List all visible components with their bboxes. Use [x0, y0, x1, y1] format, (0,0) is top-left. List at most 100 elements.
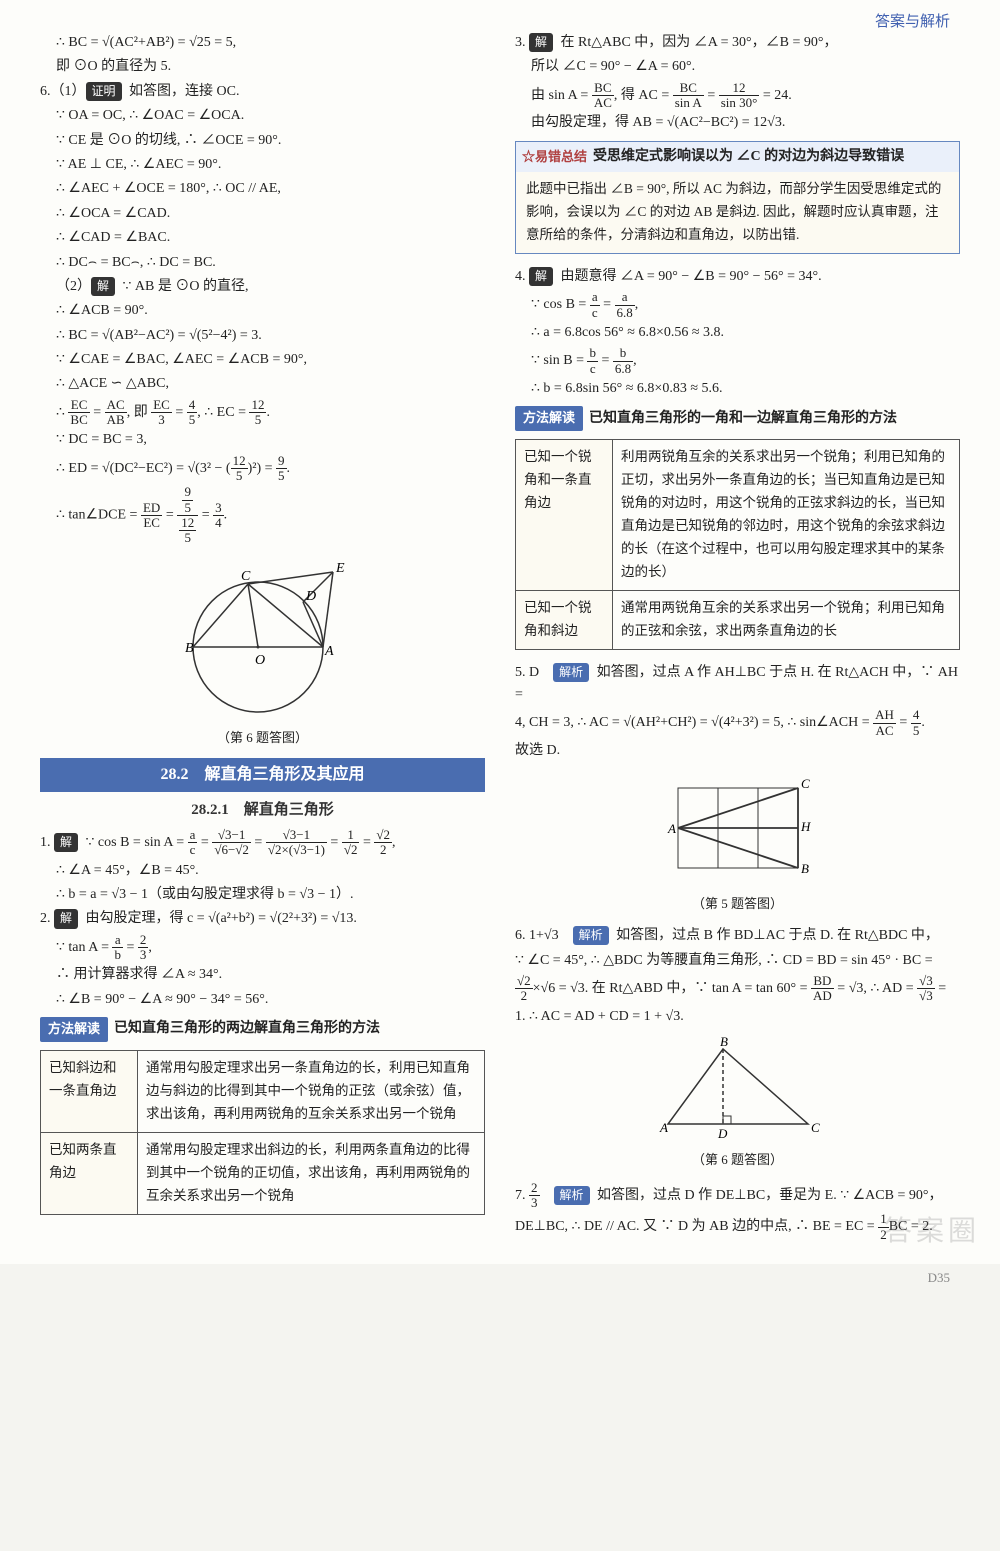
analysis-label: 解析	[573, 926, 609, 945]
proof-label: 证明	[86, 82, 122, 101]
table-row: 已知一个锐角和一条直角边 利用两锐角互余的关系求出另一个锐角；利用已知角的正切，…	[516, 440, 960, 591]
text: ∴ ∠B = 90° − ∠A ≈ 90° − 34° = 56°.	[40, 989, 485, 1011]
table-cell: 通常用勾股定理求出斜边的长，利用两条直角边的比得到其中一个锐角的正切值，求出该角…	[138, 1132, 485, 1214]
fig6-caption: （第 6 题答图）	[40, 728, 485, 749]
solve-label: 解	[54, 909, 78, 928]
analysis-label: 解析	[554, 1186, 590, 1205]
watermark: 答案圈	[884, 1209, 980, 1254]
table-row: 已知两条直角边 通常用勾股定理求出斜边的长，利用两条直角边的比得到其中一个锐角的…	[41, 1132, 485, 1214]
text: ∵ sin B = bc = b6.8,	[515, 346, 960, 376]
method-badge: 方法解读	[515, 406, 583, 431]
text: ∴ ∠CAD = ∠BAC.	[40, 227, 485, 249]
text: ∴ ∠OCA = ∠CAD.	[40, 203, 485, 225]
svg-text:D: D	[305, 589, 316, 604]
text: ∴ ∠A = 45°，∠B = 45°.	[40, 860, 485, 882]
text: ∴ ECBC = ACAB, 即 EC3 = 45, ∴ EC = 125.	[40, 398, 485, 428]
problem-4: 4. 解 由题意得 ∠A = 90° − ∠B = 90° − 56° = 34…	[515, 266, 960, 288]
text: √22×√6 = √3. 在 Rt△ABD 中，∵ tan A = tan 60…	[515, 974, 960, 1004]
section-title: 28.2 解直角三角形及其应用	[40, 758, 485, 792]
text: 4, CH = 3, ∴ AC = √(AH²+CH²) = √(4²+3²) …	[515, 708, 960, 738]
method-table-1: 已知斜边和一条直角边 通常用勾股定理求出另一条直角边的长，利用已知直角边与斜边的…	[40, 1050, 485, 1215]
svg-text:B: B	[185, 641, 194, 656]
text: 由 sin A = BCAC, 得 AC = BCsin A = 12sin 3…	[515, 81, 960, 111]
text: ∵ ∠C = 45°, ∴ △BDC 为等腰直角三角形, ∴ CD = BD =…	[515, 950, 960, 972]
table-row: 已知斜边和一条直角边 通常用勾股定理求出另一条直角边的长，利用已知直角边与斜边的…	[41, 1050, 485, 1132]
method-badge: 方法解读	[40, 1017, 108, 1042]
table-head: 已知一个锐角和斜边	[516, 590, 613, 649]
text: ∴ BC = √(AC²+AB²) = √25 = 5,	[40, 32, 485, 54]
table-row: 已知一个锐角和斜边 通常用两锐角互余的关系求出另一个锐角；利用已知角的正弦和余弦…	[516, 590, 960, 649]
text: 故选 D.	[515, 740, 960, 762]
breadcrumb: 答案与解析	[875, 10, 950, 34]
text: 即 ⊙O 的直径为 5.	[40, 56, 485, 78]
error-title: 受思维定式影响误以为 ∠C 的对边为斜边导致错误	[593, 146, 904, 168]
svg-text:B: B	[801, 861, 809, 876]
method-title: 已知直角三角形的一角和一边解直角三角形的方法	[589, 408, 897, 430]
table-head: 已知斜边和一条直角边	[41, 1050, 138, 1132]
q6-part1: 6.（1）证明 如答图，连接 OC.	[40, 81, 485, 103]
text: 所以 ∠C = 90° − ∠A = 60°.	[515, 56, 960, 78]
svg-text:D: D	[717, 1126, 728, 1141]
svg-text:O: O	[255, 653, 265, 668]
error-badge: ☆易错总结	[522, 147, 587, 168]
text: （2）	[56, 279, 91, 294]
text: ∵ ∠CAE = ∠BAC, ∠AEC = ∠ACB = 90°,	[40, 349, 485, 371]
method-title: 已知直角三角形的两边解直角三角形的方法	[114, 1018, 380, 1040]
solve-label: 解	[529, 267, 553, 286]
text: 如答图，连接 OC.	[129, 84, 239, 99]
problem-6: 6. 1+√3 解析 如答图，过点 B 作 BD⊥AC 于点 D. 在 Rt△B…	[515, 925, 960, 947]
svg-text:E: E	[335, 561, 345, 576]
text: ∵ OA = OC, ∴ ∠OAC = ∠OCA.	[40, 105, 485, 127]
svg-text:A: A	[667, 821, 676, 836]
table-head: 已知一个锐角和一条直角边	[516, 440, 613, 591]
method-table-2: 已知一个锐角和一条直角边 利用两锐角互余的关系求出另一个锐角；利用已知角的正切，…	[515, 439, 960, 650]
text: ∵ AB 是 ⊙O 的直径,	[123, 279, 249, 294]
text: ∴ b = a = √3 − 1（或由勾股定理求得 b = √3 − 1）.	[40, 884, 485, 906]
page-number: D35	[0, 1264, 1000, 1299]
text: ∵ AE ⊥ CE, ∴ ∠AEC = 90°.	[40, 154, 485, 176]
text: ∴ △ACE ∽ △ABC,	[40, 373, 485, 395]
figure-6-circle-diagram: B A O C D E	[163, 552, 363, 722]
svg-text:A: A	[659, 1120, 668, 1135]
text: ∴ ED = √(DC²−EC²) = √(3² − (125)²) = 95.	[40, 454, 485, 484]
svg-text:B: B	[720, 1034, 728, 1049]
table-cell: 通常用两锐角互余的关系求出另一个锐角；利用已知角的正弦和余弦，求出两条直角边的长	[613, 590, 960, 649]
text: ∴ ∠AEC + ∠OCE = 180°, ∴ OC // AE,	[40, 178, 485, 200]
figure-5-grid-diagram: A B C H	[658, 768, 818, 888]
svg-text:C: C	[811, 1120, 820, 1135]
method-header: 方法解读 已知直角三角形的两边解直角三角形的方法	[40, 1013, 485, 1046]
text: ∴ b = 6.8sin 56° ≈ 6.8×0.83 ≈ 5.6.	[515, 378, 960, 400]
text: ∴ a = 6.8cos 56° ≈ 6.8×0.56 ≈ 3.8.	[515, 322, 960, 344]
fig5-caption: （第 5 题答图）	[515, 894, 960, 915]
text: ∵ tan A = ab = 23,	[40, 933, 485, 963]
svg-text:C: C	[241, 569, 251, 584]
text: 1. ∴ AC = AD + CD = 1 + √3.	[515, 1006, 960, 1028]
text: ∴ BC = √(AB²−AC²) = √(5²−4²) = 3.	[40, 325, 485, 347]
right-column: 3. 解 在 Rt△ABC 中，因为 ∠A = 30°，∠B = 90°， 所以…	[515, 30, 960, 1244]
solve-label: 解	[529, 33, 553, 52]
text: ∴ DC⌢ = BC⌢, ∴ DC = BC.	[40, 252, 485, 274]
table-cell: 利用两锐角互余的关系求出另一个锐角；利用已知角的正切，求出另外一条直角边的长；当…	[613, 440, 960, 591]
text: ∵ DC = BC = 3,	[40, 429, 485, 451]
analysis-label: 解析	[553, 663, 589, 682]
problem-3: 3. 解 在 Rt△ABC 中，因为 ∠A = 30°，∠B = 90°，	[515, 32, 960, 54]
text: ∵ cos B = ac = a6.8,	[515, 290, 960, 320]
solve-label: 解	[91, 277, 115, 296]
figure-6-triangle-diagram: A C B D	[648, 1034, 828, 1144]
text: ∴ tan∠DCE = EDEC = 95125 = 34.	[40, 485, 485, 545]
text: ∵ CE 是 ⊙O 的切线, ∴ ∠OCE = 90°.	[40, 130, 485, 152]
table-cell: 通常用勾股定理求出另一条直角边的长，利用已知直角边与斜边的比得到其中一个锐角的正…	[138, 1050, 485, 1132]
subsection-title: 28.2.1 解直角三角形	[40, 798, 485, 822]
svg-text:H: H	[800, 819, 811, 834]
q6-part2: （2）解 ∵ AB 是 ⊙O 的直径,	[40, 276, 485, 298]
problem-1: 1. 解 ∵ cos B = sin A = ac = √3−1√6−√2 = …	[40, 828, 485, 858]
error-body: 此题中已指出 ∠B = 90°, 所以 AC 为斜边，而部分学生因受思维定式的影…	[516, 172, 959, 253]
problem-5: 5. D 解析 如答图，过点 A 作 AH⊥BC 于点 H. 在 Rt△ACH …	[515, 662, 960, 707]
error-summary: ☆易错总结 受思维定式影响误以为 ∠C 的对边为斜边导致错误 此题中已指出 ∠B…	[515, 141, 960, 254]
left-column: ∴ BC = √(AC²+AB²) = √25 = 5, 即 ⊙O 的直径为 5…	[40, 30, 485, 1244]
fig6r-caption: （第 6 题答图）	[515, 1150, 960, 1171]
text: 由勾股定理，得 AB = √(AC²−BC²) = 12√3.	[515, 112, 960, 134]
method-header-2: 方法解读 已知直角三角形的一角和一边解直角三角形的方法	[515, 402, 960, 435]
text: ∴ ∠ACB = 90°.	[40, 300, 485, 322]
svg-text:A: A	[324, 644, 334, 659]
